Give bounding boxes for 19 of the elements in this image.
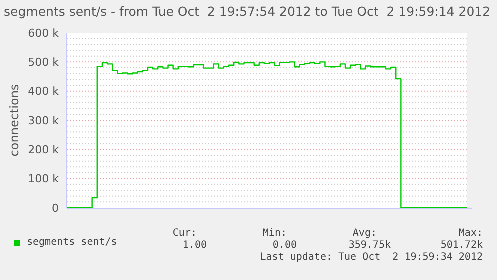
- text: Avg:: [352, 228, 377, 239]
- legend-label: segments sent/s: [27, 237, 118, 248]
- text: 0.00: [272, 240, 297, 251]
- text: Min:: [262, 228, 287, 239]
- text: Cur:: [172, 228, 197, 239]
- y-tick-label: 100 k: [28, 172, 60, 186]
- text: Max:: [458, 228, 483, 239]
- chart-title: segments sent/s - from Tue Oct 2 19:57:54 2012 to Tue Oct 2 19:59:14 2012: [4, 4, 491, 19]
- y-tick-label: 300 k: [28, 114, 60, 128]
- text: 501.72k: [440, 240, 483, 251]
- text: 359.75k: [348, 240, 391, 251]
- y-axis-title: connections: [7, 84, 22, 157]
- y-tick-label: 400 k: [28, 85, 60, 98]
- y-tick-label: 500 k: [28, 56, 60, 70]
- y-tick-label: 0: [52, 202, 59, 215]
- text: Last update: Tue Oct 2 19:59:34 2012: [260, 252, 483, 263]
- y-tick-label: 600 k: [28, 26, 60, 40]
- text: 1.00: [182, 240, 207, 251]
- y-tick-label: 200 k: [28, 144, 60, 157]
